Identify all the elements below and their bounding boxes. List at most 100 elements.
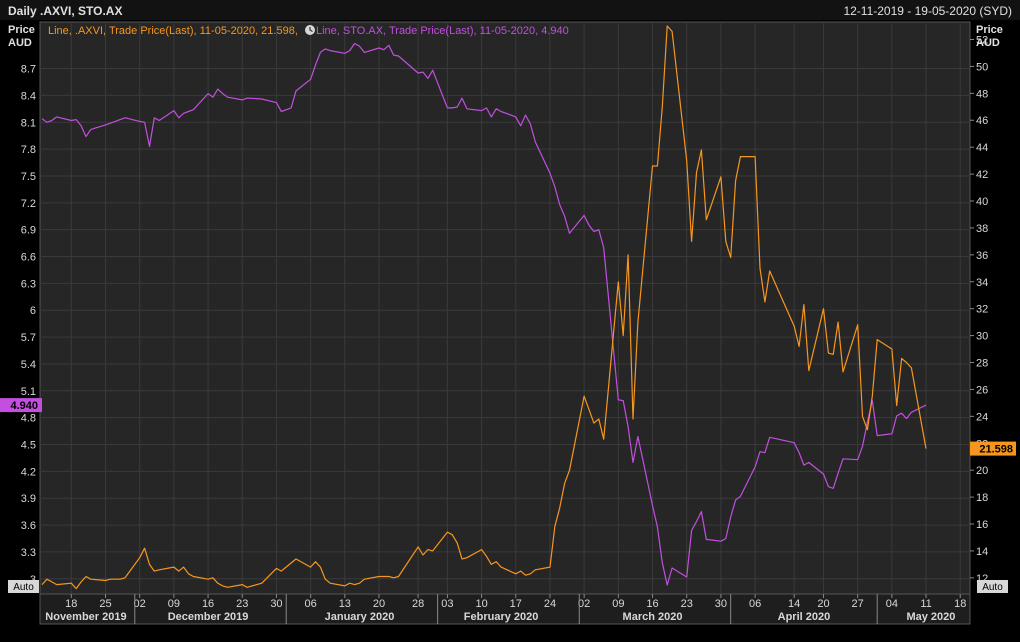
last-value-badge-sto: 4.940	[0, 398, 42, 413]
x-tick-label: 20	[373, 598, 385, 610]
left-tick-label: 7.2	[21, 198, 36, 210]
clock-hands	[309, 27, 313, 33]
x-tick-label: 23	[681, 598, 693, 610]
auto-scale-right-button[interactable]	[977, 580, 1008, 593]
plot-area[interactable]	[39, 21, 971, 595]
left-tick-label: 3.6	[21, 520, 36, 532]
right-tick-label: 30	[976, 331, 988, 343]
month-label: April 2020	[778, 611, 831, 623]
series-line-sto-ax[interactable]	[41, 42, 927, 586]
x-axis: 18 25 02 09 16 23 30 06 13 20 28 03 10 17 24 02 09 16 23 30…	[45, 594, 966, 624]
x-tick-label: 23	[236, 598, 248, 610]
left-tick-label: 3	[30, 574, 36, 586]
x-tick-label: 13	[339, 598, 351, 610]
right-tick-label: 46	[976, 115, 988, 127]
left-tick-label: 5.4	[21, 359, 36, 371]
x-tick-label: 16	[646, 598, 658, 610]
month-label: January 2020	[325, 611, 395, 623]
title-bar	[0, 0, 1020, 20]
right-tick-label: 18	[976, 492, 988, 504]
x-tick-label: 28	[412, 598, 424, 610]
right-tick-label: 24	[976, 411, 988, 423]
x-tick-label: 14	[788, 598, 800, 610]
month-label: February 2020	[464, 611, 539, 623]
x-tick-label: 30	[270, 598, 282, 610]
left-tick-label: 6	[30, 305, 36, 317]
month-label: November 2019	[45, 611, 126, 623]
left-tick-label: 7.5	[21, 171, 36, 183]
right-tick-label: 42	[976, 169, 988, 181]
month-label: December 2019	[168, 611, 249, 623]
x-tick-label: 17	[510, 598, 522, 610]
right-tick-label: 38	[976, 223, 988, 235]
month-label: March 2020	[623, 611, 683, 623]
x-axis-area	[39, 593, 971, 625]
left-tick-label: 3.3	[21, 547, 36, 559]
x-tick-label: 09	[168, 598, 180, 610]
right-tick-label: 26	[976, 384, 988, 396]
right-tick-label: 50	[976, 61, 988, 73]
right-tick-label: 20	[976, 465, 988, 477]
x-tick-label: 02	[578, 598, 590, 610]
right-axis-title-price: Price	[976, 24, 1003, 36]
series-lines	[41, 25, 927, 590]
last-value-sto: 4.940	[10, 400, 38, 412]
x-tick-label: 20	[817, 598, 829, 610]
left-tick-label: 5.1	[21, 386, 36, 398]
x-tick-label: 18	[65, 598, 77, 610]
left-axis-title-price: Price	[8, 24, 35, 36]
legend-axvi[interactable]: Line, .AXVI, Trade Price(Last), 11-05-20…	[48, 25, 298, 37]
right-tick-label: 44	[976, 142, 988, 154]
grid-lines	[40, 22, 970, 594]
x-tick-label: 18	[954, 598, 966, 610]
x-tick-label: 04	[886, 598, 898, 610]
date-range: 12-11-2019 - 19-05-2020 (SYD)	[843, 4, 1012, 18]
month-label: May 2020	[906, 611, 955, 623]
right-tick-label: 34	[976, 277, 988, 289]
x-tick-label: 11	[920, 598, 931, 610]
x-tick-label: 16	[202, 598, 214, 610]
x-tick-label: 25	[99, 598, 111, 610]
right-tick-label: 48	[976, 88, 988, 100]
left-tick-label: 8.7	[21, 64, 36, 76]
legend-sto[interactable]: Line, STO.AX, Trade Price(Last), 11-05-2…	[316, 25, 569, 37]
left-tick-label: 5.7	[21, 332, 36, 344]
last-value-badge-axvi: 21.598	[970, 441, 1016, 456]
x-tick-label: 06	[749, 598, 761, 610]
left-tick-label: 8.4	[21, 90, 36, 102]
x-tick-label: 30	[715, 598, 727, 610]
left-tick-label: 4.8	[21, 413, 36, 425]
right-tick-label: 40	[976, 196, 988, 208]
x-tick-label: 09	[612, 598, 624, 610]
x-tick-label: 02	[134, 598, 146, 610]
left-axis-title-currency: AUD	[8, 37, 32, 49]
series-line-axvi[interactable]	[41, 25, 927, 590]
right-tick-label: 32	[976, 304, 988, 316]
x-tick-label: 03	[441, 598, 453, 610]
left-y-axis: 3 3.3 3.6 3.9 4.2 4.5 4.8 5.1 5.4 5.7 6 6.3 6.6 6.9 7.…	[21, 64, 36, 586]
x-tick-label: 27	[852, 598, 864, 610]
x-tick-label: 06	[305, 598, 317, 610]
right-tick-label: 36	[976, 250, 988, 262]
auto-scale-left-button[interactable]	[8, 580, 39, 593]
right-tick-label: 28	[976, 358, 988, 370]
x-tick-label: 10	[475, 598, 487, 610]
left-tick-label: 7.8	[21, 144, 36, 156]
left-tick-label: 6.6	[21, 252, 36, 264]
right-tick-label: 14	[976, 546, 988, 558]
left-tick-label: 8.1	[21, 117, 36, 129]
left-tick-label: 3.9	[21, 493, 36, 505]
right-axis-title-currency: AUD	[976, 37, 1000, 49]
left-tick-label: 6.3	[21, 278, 36, 290]
right-tick-label: 16	[976, 519, 988, 531]
x-tick-label: 24	[544, 598, 556, 610]
left-tick-label: 4.2	[21, 466, 36, 478]
left-tick-label: 6.9	[21, 225, 36, 237]
left-tick-label: 4.5	[21, 440, 36, 452]
auto-scale-right-label: Auto	[982, 582, 1003, 593]
auto-scale-left-label: Auto	[13, 582, 34, 593]
chart-title: Daily .AXVI, STO.AX	[8, 4, 122, 18]
right-tick-label: 52	[976, 34, 988, 46]
